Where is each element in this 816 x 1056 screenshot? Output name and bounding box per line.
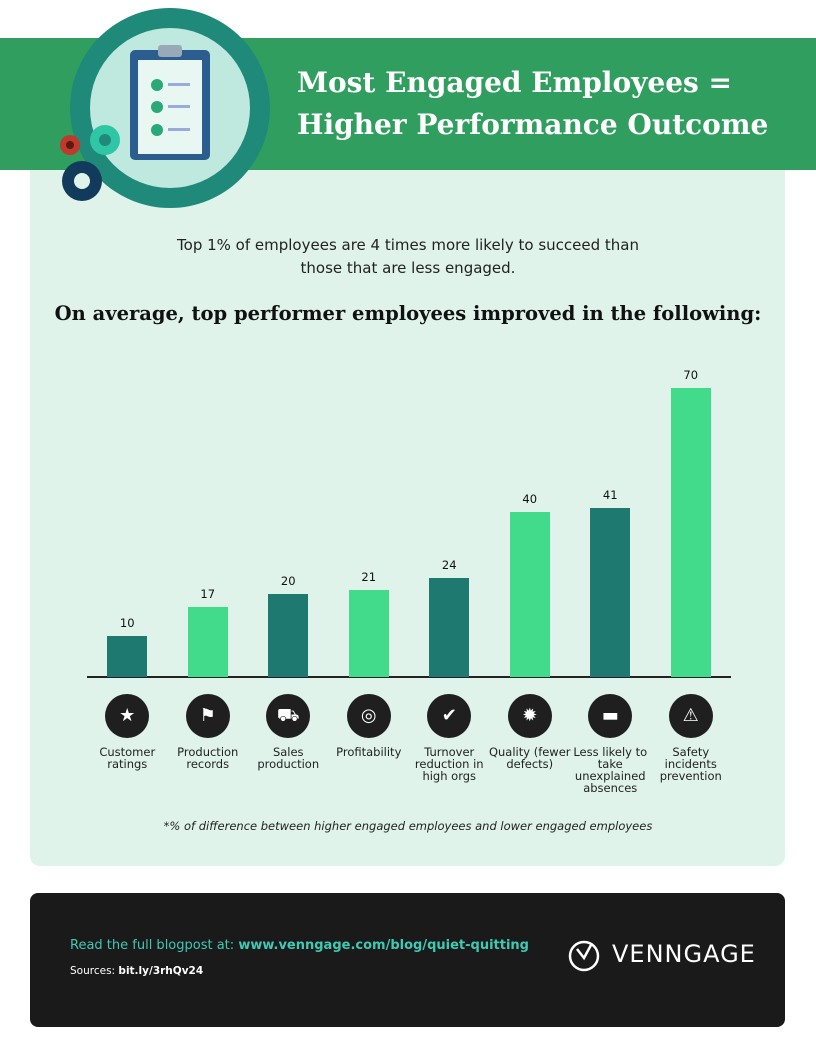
category-label: Turnover reduction in high orgs: [414, 745, 484, 783]
title: Most Engaged Employees = Higher Performa…: [297, 66, 769, 141]
bar: [509, 511, 550, 677]
baseline: [87, 676, 731, 678]
category-label: Less likely to take unexplained absences: [573, 745, 648, 795]
category-label: Customer ratings: [99, 745, 156, 771]
footer: [30, 893, 785, 1027]
value-label: 21: [361, 570, 377, 585]
category-icon: ★: [105, 694, 150, 738]
category-label: Profitability: [336, 745, 402, 759]
link[interactable]: www.venngage.com/blog/quiet-quitting: [238, 938, 529, 953]
bar: [348, 590, 389, 677]
value-label: 17: [200, 586, 216, 601]
bar: [590, 507, 631, 677]
footnote: *% of difference between higher engaged …: [163, 819, 653, 833]
value-label: 40: [522, 491, 538, 506]
read-more: Read the full blogpost at: www.venngage.…: [70, 938, 529, 953]
subtitle: Top 1% of employees are 4 times more lik…: [177, 236, 639, 277]
bar: [429, 577, 470, 677]
category-icon: ⚑: [185, 694, 230, 738]
header-icon: [60, 8, 270, 208]
bar: [670, 388, 711, 677]
panel: [30, 120, 785, 866]
read-label: Read the full blogpost at:: [70, 938, 235, 953]
chart-title: On average, top performer employees impr…: [54, 302, 762, 325]
sources-link[interactable]: bit.ly/3rhQv24: [118, 965, 204, 977]
category-label: Safety incidents prevention: [659, 745, 722, 783]
value-label: 20: [280, 574, 296, 589]
category-icon: ✔: [427, 694, 472, 738]
category-icon: ⚠: [668, 694, 713, 738]
bar: [187, 606, 228, 677]
bar: [107, 635, 148, 677]
value-label: 70: [683, 368, 699, 382]
category-label: Quality (fewer defects): [488, 745, 571, 771]
value-label: 24: [441, 557, 457, 572]
sources: Sources: bit.ly/3rhQv24: [70, 965, 203, 977]
category-icon: ◎: [346, 694, 391, 738]
value-label: 10: [119, 615, 135, 630]
sources-label: Sources:: [70, 965, 116, 977]
category-icon: ✹: [507, 694, 552, 738]
category-label: Sales production: [257, 745, 320, 771]
value-label: 41: [602, 487, 618, 502]
logo-mark: [568, 940, 600, 972]
logo: VENNGAGE: [612, 940, 756, 968]
category-label: Production records: [177, 745, 239, 771]
category-icon: ▬: [588, 694, 633, 738]
category-icon: ⛟: [266, 694, 311, 738]
bar: [268, 594, 309, 677]
